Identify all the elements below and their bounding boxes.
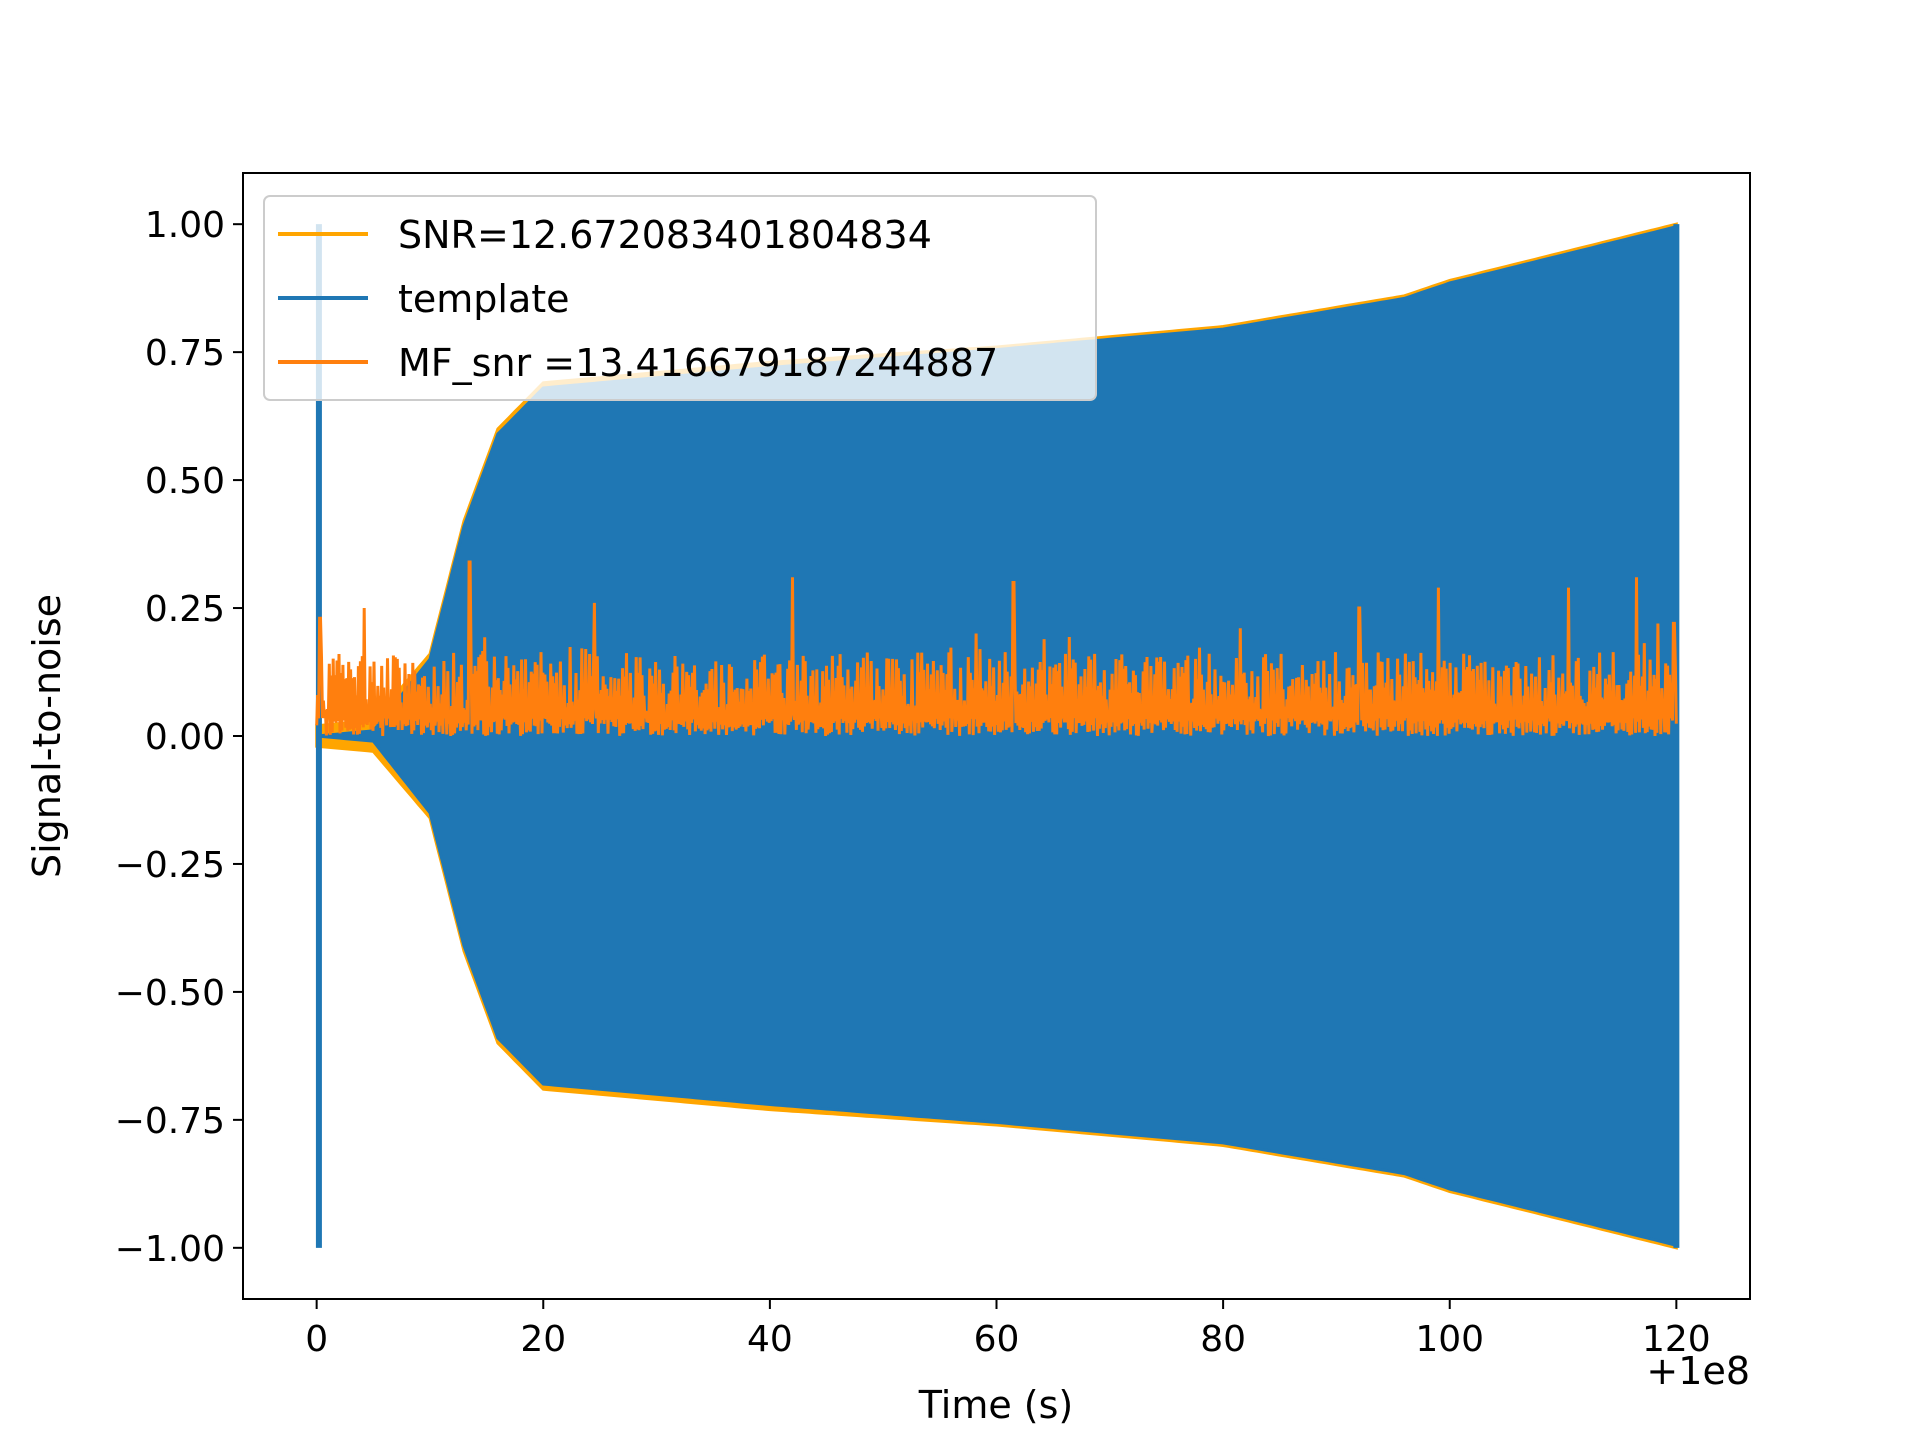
x-tick-label: 60 <box>974 1319 1020 1360</box>
y-tick-label: −0.75 <box>115 1101 225 1142</box>
y-tick-label: 0.50 <box>145 461 225 502</box>
legend-label-0: SNR=12.672083401804834 <box>398 213 932 257</box>
y-tick-label: −0.50 <box>115 973 225 1014</box>
y-tick-label: −1.00 <box>115 1229 225 1270</box>
series-noise-2 <box>315 560 1678 737</box>
x-tick-label: 100 <box>1415 1319 1484 1360</box>
legend-label-2: MF_snr =13.416679187244887 <box>398 341 998 385</box>
y-tick-label: −0.25 <box>115 845 225 886</box>
legend-box <box>263 195 1097 401</box>
y-tick-label: 0.25 <box>145 589 225 630</box>
legend: SNR=12.672083401804834 template MF_snr =1… <box>263 195 1097 401</box>
y-axis-label: Signal-to-noise <box>25 594 69 878</box>
x-tick-label: 40 <box>747 1319 793 1360</box>
x-tick-label: 20 <box>520 1319 566 1360</box>
x-tick-label: 80 <box>1200 1319 1246 1360</box>
x-axis-offset-label: +1e8 <box>1646 1349 1750 1393</box>
x-axis-label: Time (s) <box>918 1383 1074 1427</box>
axis-ticks: 0 20 40 60 80 100 120 1.00 0.75 0.50 0.25 0.00 −0.25… <box>115 205 1711 1360</box>
y-tick-label: 1.00 <box>145 205 225 246</box>
legend-label-1: template <box>398 277 570 321</box>
y-tick-label: 0.00 <box>145 717 225 758</box>
y-tick-label: 0.75 <box>145 333 225 374</box>
plot-area <box>315 222 1680 1250</box>
x-tick-label: 0 <box>305 1319 328 1360</box>
x-tick-label: 120 <box>1642 1319 1711 1360</box>
